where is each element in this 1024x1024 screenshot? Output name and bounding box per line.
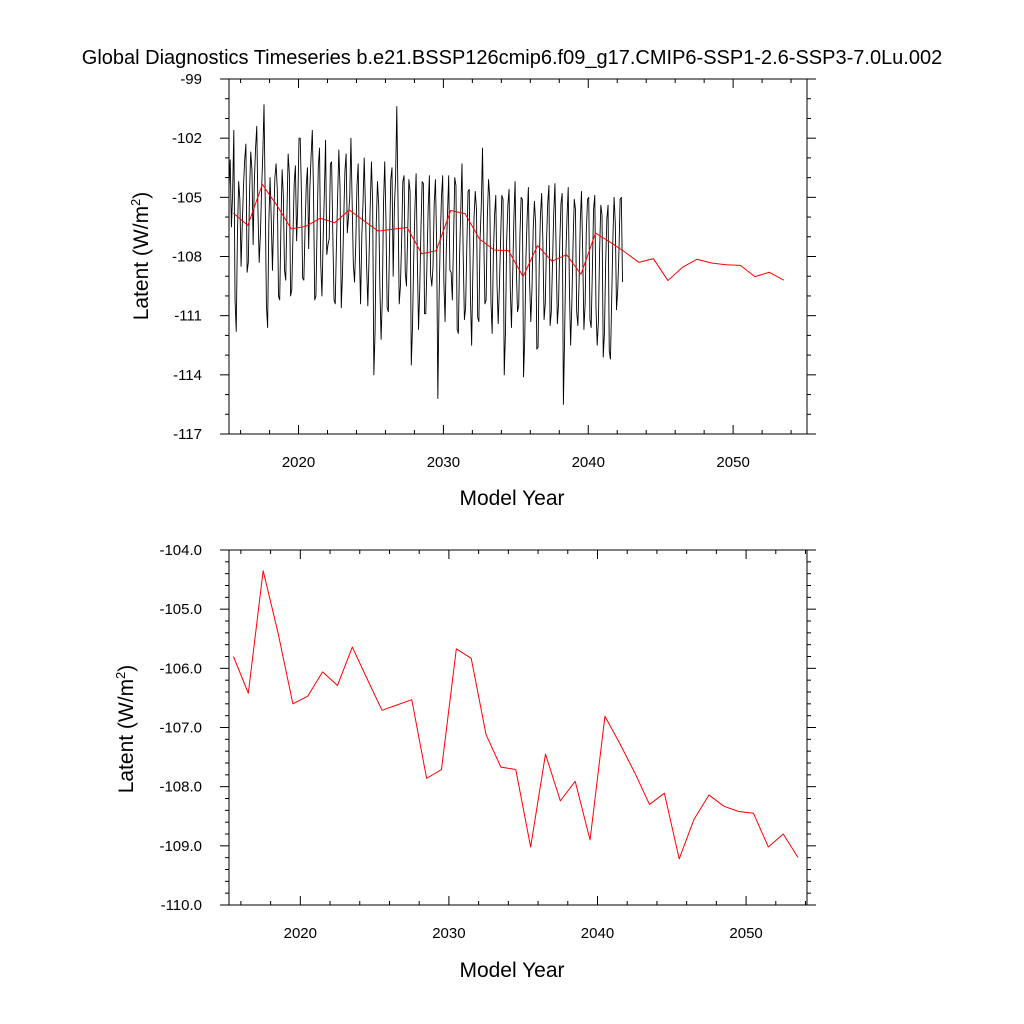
top-x-tick-label: 2020 bbox=[282, 454, 315, 471]
bottom-y-axis-label-superscript: 2 bbox=[113, 672, 128, 679]
top-y-tick-label: -114 bbox=[173, 367, 202, 384]
bottom-y-axis-label-tail: ) bbox=[115, 665, 138, 672]
bottom-annual-series-line bbox=[232, 570, 799, 860]
bottom-x-tick-label: 2040 bbox=[581, 925, 614, 942]
top-x-tick-label: 2040 bbox=[572, 454, 605, 471]
top-y-axis-label-superscript: 2 bbox=[128, 199, 143, 206]
bottom-y-tick-label: -107.0 bbox=[159, 720, 202, 737]
bottom-y-tick-label: -106.0 bbox=[159, 660, 202, 677]
bottom-y-axis-label-main: Latent (W/m bbox=[115, 679, 138, 793]
bottom-y-tick-label: -108.0 bbox=[159, 779, 202, 796]
top-tick-layer: 2020 2030 2040 2050 -99 -102 -105 -108 -111 -114 -… bbox=[172, 71, 816, 471]
top-y-tick-label: -108 bbox=[172, 249, 202, 266]
top-panel: 2020 2030 2040 2050 -99 -102 -105 -108 -111 -114 -… bbox=[128, 71, 816, 510]
top-y-axis-label: Latent (W/m2) bbox=[128, 192, 153, 321]
top-x-tick-label: 2050 bbox=[716, 454, 749, 471]
bottom-tick-layer: 2020 2030 2040 2050 -104.0 -105.0 -106.0 -107.0… bbox=[159, 542, 816, 942]
top-series-layer bbox=[228, 104, 785, 405]
top-x-axis-label: Model Year bbox=[459, 487, 564, 510]
top-x-tick-label: 2030 bbox=[427, 454, 460, 471]
bottom-y-tick-label: -105.0 bbox=[159, 601, 202, 618]
top-y-axis-label-main: Latent (W/m bbox=[130, 206, 153, 320]
bottom-y-axis-label: Latent (W/m2) bbox=[113, 665, 138, 794]
bottom-x-axis-label: Model Year bbox=[459, 959, 564, 982]
top-y-tick-label: -111 bbox=[174, 308, 202, 325]
bottom-y-tick-label: -104.0 bbox=[159, 542, 202, 559]
figure-title: Global Diagnostics Timeseries b.e21.BSSP… bbox=[82, 47, 942, 69]
bottom-series-layer bbox=[232, 570, 799, 860]
top-y-tick-label: -102 bbox=[172, 130, 202, 147]
top-y-axis-label-tail: ) bbox=[130, 192, 153, 199]
top-annual-series-line bbox=[233, 184, 785, 282]
top-y-tick-label: -99 bbox=[180, 71, 202, 88]
top-monthly-series-line bbox=[228, 104, 623, 405]
bottom-x-tick-label: 2050 bbox=[729, 925, 762, 942]
bottom-x-tick-label: 2030 bbox=[432, 925, 465, 942]
bottom-x-tick-label: 2020 bbox=[284, 925, 317, 942]
top-y-tick-label: -105 bbox=[172, 189, 202, 206]
bottom-panel: 2020 2030 2040 2050 -104.0 -105.0 -106.0 -107.0… bbox=[113, 542, 816, 982]
bottom-y-tick-label: -110.0 bbox=[161, 897, 202, 914]
top-y-tick-label: -117 bbox=[173, 426, 202, 443]
bottom-y-tick-label: -109.0 bbox=[159, 838, 202, 855]
